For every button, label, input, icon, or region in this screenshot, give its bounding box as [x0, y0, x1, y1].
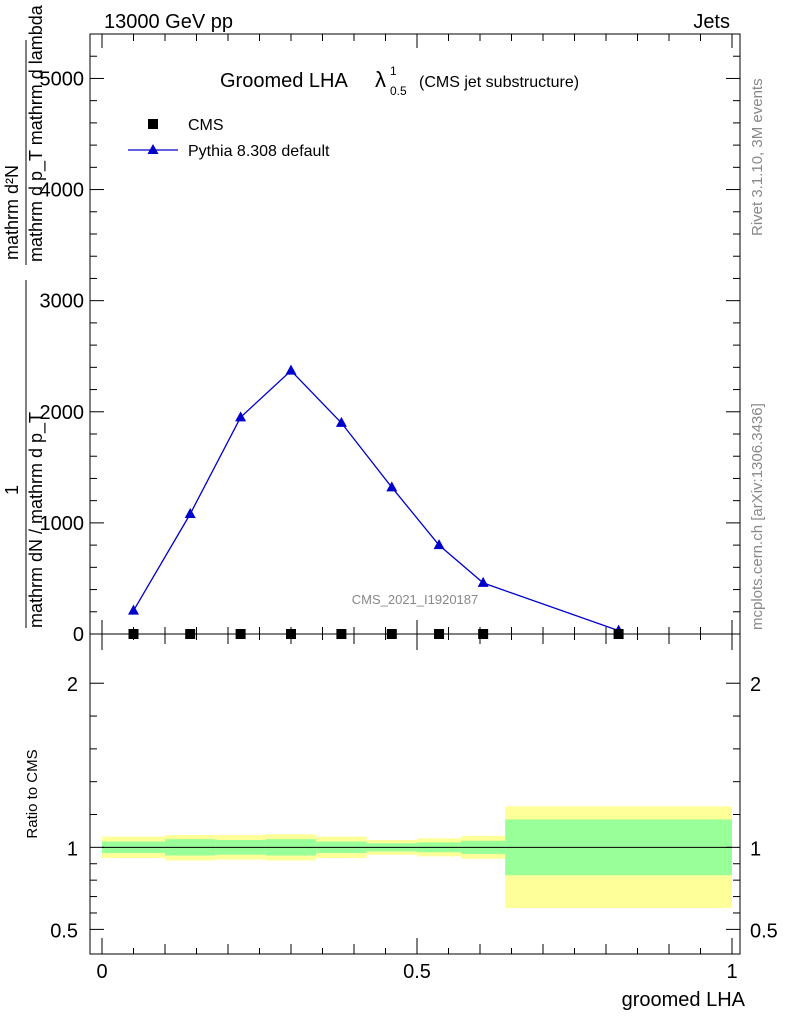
- x-axis-label: groomed LHA: [622, 989, 746, 1011]
- ratio-panel: 0.5 0.51 12 2 0 0.5 1 Ratio to CMS groomed LH…: [24, 633, 778, 1011]
- header-category: Jets: [693, 11, 730, 33]
- mc-point: [477, 576, 489, 587]
- ratio-bands: [102, 806, 732, 909]
- main-ytick-label: 5000: [40, 68, 85, 90]
- main-ytick-label: 4000: [40, 180, 85, 202]
- ratio-y-label: Ratio to CMS: [24, 749, 41, 838]
- legend-mc-label: Pythia 8.308 default: [188, 143, 330, 160]
- ratio-xtick-label: 1: [726, 961, 737, 983]
- legend-mc-marker: [147, 144, 159, 154]
- main-y-axis: 0 1000 2000 3000 4000 5000: [40, 33, 740, 646]
- ratio-ytick-label-left: 0.5: [50, 920, 78, 942]
- legend-cms-marker: [148, 119, 158, 129]
- ratio-x-axis: 0 0.5 1: [96, 634, 738, 983]
- main-ytick-label: 0: [73, 624, 84, 646]
- title-suffix: (CMS jet substructure): [419, 74, 579, 91]
- plot-title: Groomed LHA λ 1 0.5 (CMS jet substructur…: [220, 64, 579, 98]
- mc-point: [335, 416, 347, 427]
- title-superscript: 1: [390, 64, 397, 78]
- main-panel: 0 1000 2000 3000 4000 5000 Groomed LHA λ 1 0.…: [2, 4, 741, 646]
- ratio-ytick-label-right: 0.5: [750, 920, 778, 942]
- title-main: Groomed LHA: [220, 70, 348, 92]
- ratio-ytick-label-left: 1: [67, 838, 78, 860]
- ylabel-den: mathrm d p_T mathrm d lambda: [26, 4, 47, 262]
- legend: CMS Pythia 8.308 default: [128, 117, 330, 160]
- ylabel-den2: mathrm dN / mathrm d p_T: [26, 412, 47, 628]
- title-symbol: λ: [375, 67, 386, 92]
- ratio-ytick-label-right: 1: [750, 838, 761, 860]
- mcplots-label: mcplots.cern.ch [arXiv:1306.3436]: [749, 403, 766, 630]
- main-ytick-label: 3000: [40, 291, 85, 313]
- ratio-frame: [89, 633, 741, 955]
- ratio-xtick-label: 0.5: [403, 961, 431, 983]
- mc-point: [386, 481, 398, 492]
- mc-point: [433, 539, 445, 550]
- legend-cms-label: CMS: [188, 117, 224, 134]
- ratio-ytick-label-right: 2: [750, 674, 761, 696]
- analysis-watermark: CMS_2021_I1920187: [352, 592, 479, 607]
- ylabel-num: mathrm d²N: [2, 165, 22, 260]
- main-y-label: mathrm d²N mathrm d p_T mathrm d lambda …: [2, 4, 47, 628]
- mc-point: [184, 508, 196, 518]
- title-subscript: 0.5: [390, 84, 407, 98]
- mc-point: [128, 604, 139, 615]
- rivet-label: Rivet 3.1.10, 3M events: [749, 78, 766, 236]
- ratio-xtick-label: 0: [96, 961, 107, 983]
- main-ytick-label: 1000: [40, 513, 85, 535]
- main-ytick-label: 2000: [40, 402, 85, 424]
- ylabel-num2: 1: [2, 485, 22, 495]
- mc-point: [235, 411, 247, 422]
- mc-point: [285, 364, 297, 375]
- ratio-y-axis: 0.5 0.5 1 1 2 2: [50, 674, 778, 942]
- ratio-ytick-label-left: 2: [67, 674, 78, 696]
- header-energy: 13000 GeV pp: [104, 11, 233, 33]
